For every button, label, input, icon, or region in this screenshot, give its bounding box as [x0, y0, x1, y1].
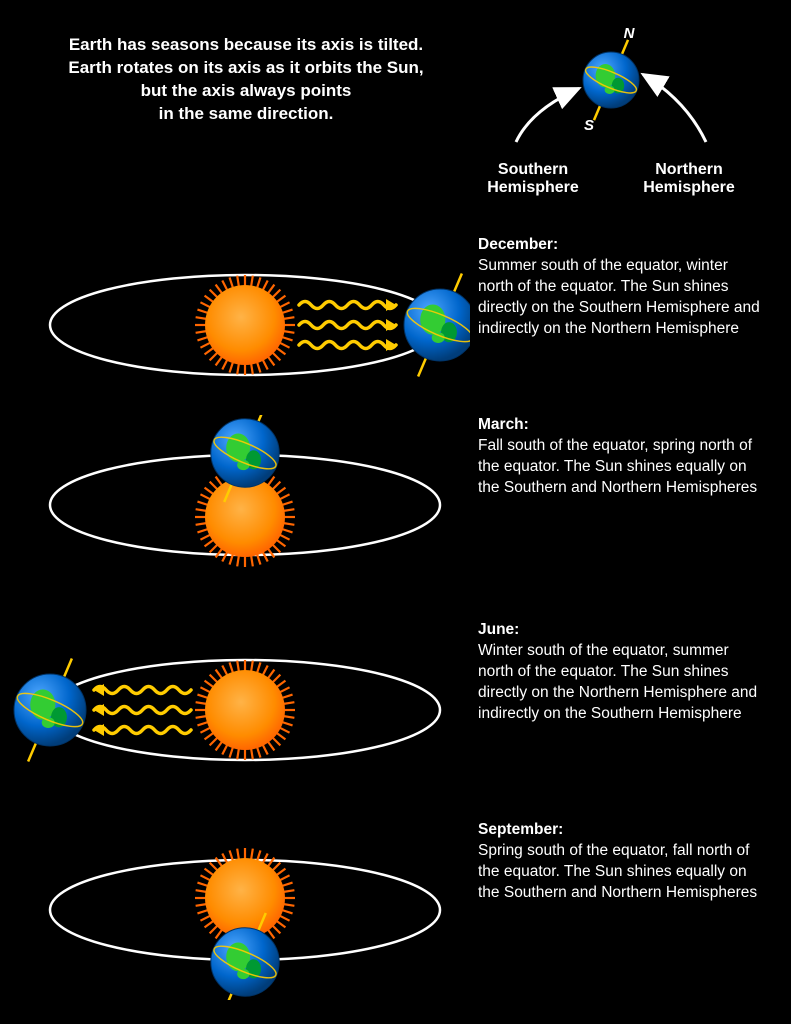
month-label: June: — [478, 621, 519, 638]
header-line: but the axis always points — [36, 80, 456, 103]
svg-text:N: N — [624, 25, 636, 42]
header-line: in the same direction. — [36, 103, 456, 126]
month-label: March: — [478, 416, 529, 433]
panel-june: June: Winter south of the equator, summe… — [0, 620, 791, 800]
month-label: December: — [478, 236, 558, 253]
month-desc: Spring south of the equator, fall north … — [478, 842, 757, 901]
panel-december: December: Summer south of the equator, w… — [0, 235, 791, 415]
svg-text:S: S — [584, 117, 594, 134]
diagram-december — [0, 235, 470, 415]
northern-hemisphere-label: Northern Hemisphere — [617, 161, 761, 197]
panel-september: September: Spring south of the equator, … — [0, 820, 791, 1000]
legend-diagram: NS — [461, 20, 761, 150]
month-desc: Summer south of the equator, winter nort… — [478, 257, 760, 337]
hemisphere-legend: NS Southern Hemisphere Northern Hemisphe… — [461, 20, 761, 197]
southern-hemisphere-label: Southern Hemisphere — [461, 161, 605, 197]
diagram-june — [0, 620, 470, 800]
header-caption: Earth has seasons because its axis is ti… — [36, 34, 456, 126]
diagram-march — [0, 415, 470, 595]
panel-march: March: Fall south of the equator, spring… — [0, 415, 791, 595]
header-line: Earth rotates on its axis as it orbits t… — [36, 57, 456, 80]
month-desc: Fall south of the equator, spring north … — [478, 437, 757, 496]
month-desc: Winter south of the equator, summer nort… — [478, 642, 757, 722]
diagram-september — [0, 820, 470, 1000]
month-label: September: — [478, 821, 563, 838]
header-line: Earth has seasons because its axis is ti… — [36, 34, 456, 57]
